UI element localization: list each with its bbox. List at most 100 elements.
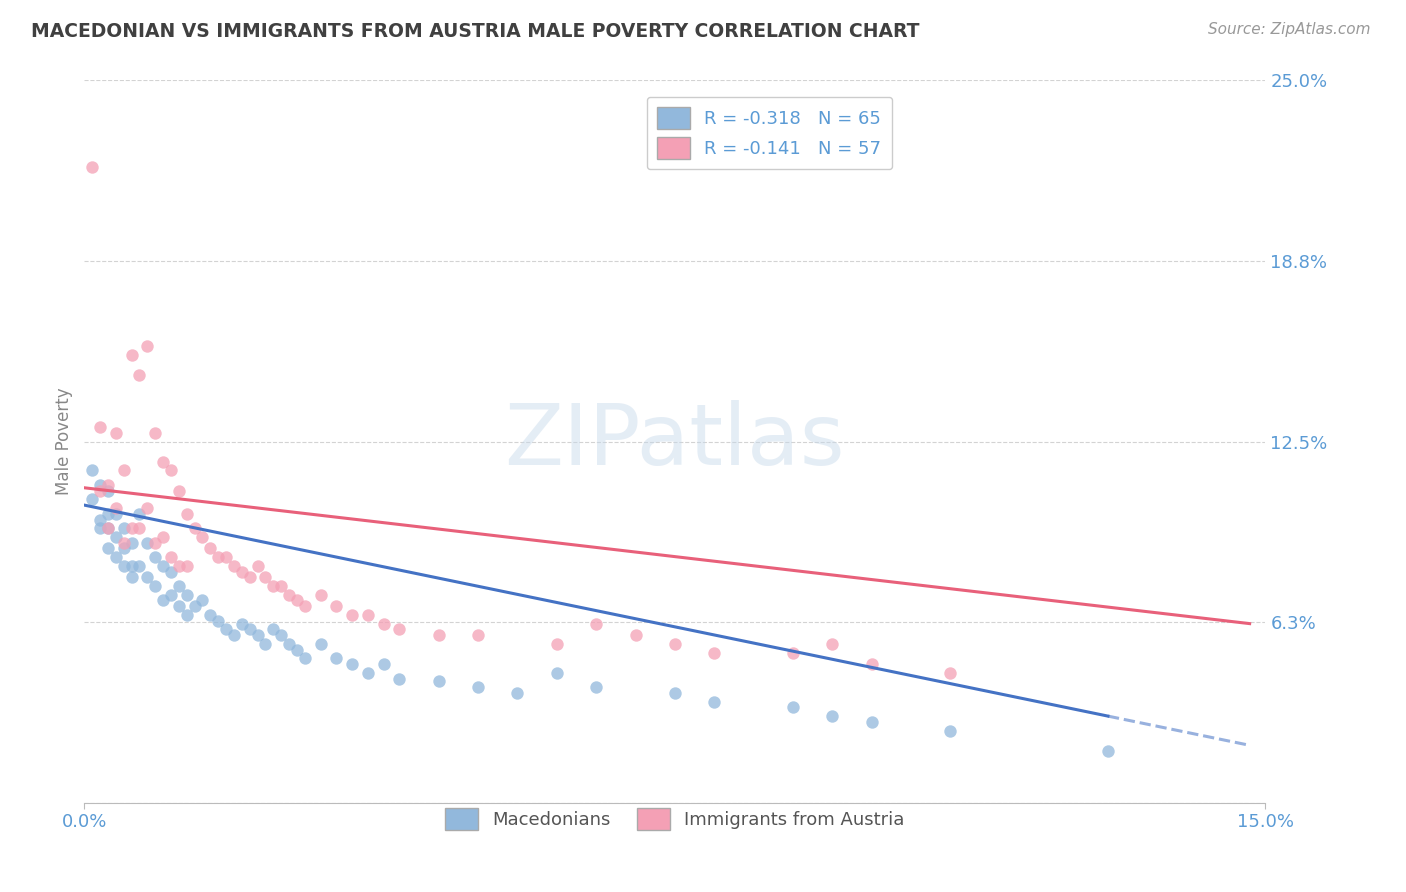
Point bbox=[112, 535, 135, 549]
Point bbox=[160, 588, 183, 602]
Point bbox=[254, 637, 277, 651]
Point bbox=[112, 521, 135, 535]
Point bbox=[546, 665, 568, 680]
Point bbox=[191, 593, 214, 607]
Point bbox=[112, 463, 135, 477]
Point bbox=[207, 550, 229, 565]
Point bbox=[278, 588, 301, 602]
Point bbox=[97, 478, 120, 492]
Point bbox=[231, 565, 253, 579]
Point bbox=[183, 521, 205, 535]
Point bbox=[82, 492, 104, 507]
Point bbox=[82, 463, 104, 477]
Point bbox=[546, 637, 568, 651]
Point bbox=[467, 680, 489, 694]
Point bbox=[136, 535, 159, 549]
Point bbox=[152, 558, 174, 573]
Point bbox=[427, 674, 450, 689]
Point bbox=[506, 686, 529, 700]
Point bbox=[97, 507, 120, 521]
Point bbox=[340, 607, 363, 622]
Point bbox=[270, 579, 292, 593]
Point bbox=[860, 657, 883, 671]
Point bbox=[104, 425, 127, 440]
Point bbox=[278, 637, 301, 651]
Point bbox=[939, 665, 962, 680]
Point bbox=[246, 628, 269, 642]
Point bbox=[939, 723, 962, 738]
Text: MACEDONIAN VS IMMIGRANTS FROM AUSTRIA MALE POVERTY CORRELATION CHART: MACEDONIAN VS IMMIGRANTS FROM AUSTRIA MA… bbox=[31, 22, 920, 41]
Point bbox=[200, 541, 222, 556]
Point bbox=[160, 550, 183, 565]
Point bbox=[143, 425, 166, 440]
Point bbox=[309, 637, 332, 651]
Point bbox=[128, 368, 150, 382]
Point bbox=[388, 672, 411, 686]
Point bbox=[231, 616, 253, 631]
Point bbox=[152, 530, 174, 544]
Point bbox=[104, 530, 127, 544]
Point bbox=[112, 558, 135, 573]
Point bbox=[89, 420, 111, 434]
Point bbox=[325, 651, 347, 665]
Point bbox=[104, 507, 127, 521]
Point bbox=[121, 558, 143, 573]
Point bbox=[160, 463, 183, 477]
Point bbox=[1097, 744, 1119, 758]
Point bbox=[121, 570, 143, 584]
Point bbox=[143, 579, 166, 593]
Point bbox=[152, 593, 174, 607]
Point bbox=[128, 507, 150, 521]
Point bbox=[121, 535, 143, 549]
Point bbox=[89, 521, 111, 535]
Point bbox=[585, 680, 607, 694]
Point bbox=[340, 657, 363, 671]
Point bbox=[246, 558, 269, 573]
Point bbox=[89, 478, 111, 492]
Point bbox=[167, 579, 190, 593]
Point bbox=[664, 686, 686, 700]
Point bbox=[104, 550, 127, 565]
Point bbox=[624, 628, 647, 642]
Point bbox=[285, 593, 308, 607]
Point bbox=[167, 599, 190, 614]
Point bbox=[782, 646, 804, 660]
Point bbox=[427, 628, 450, 642]
Point bbox=[89, 483, 111, 498]
Point bbox=[222, 628, 245, 642]
Point bbox=[112, 541, 135, 556]
Point bbox=[262, 579, 284, 593]
Point bbox=[136, 339, 159, 353]
Point bbox=[167, 558, 190, 573]
Point bbox=[467, 628, 489, 642]
Point bbox=[821, 637, 844, 651]
Point bbox=[128, 521, 150, 535]
Point bbox=[664, 637, 686, 651]
Point bbox=[262, 623, 284, 637]
Point bbox=[136, 501, 159, 516]
Point bbox=[191, 530, 214, 544]
Point bbox=[373, 616, 395, 631]
Point bbox=[309, 588, 332, 602]
Point bbox=[373, 657, 395, 671]
Point bbox=[176, 607, 198, 622]
Legend: Macedonians, Immigrants from Austria: Macedonians, Immigrants from Austria bbox=[434, 797, 915, 841]
Point bbox=[207, 614, 229, 628]
Point bbox=[388, 623, 411, 637]
Point bbox=[860, 714, 883, 729]
Point bbox=[97, 521, 120, 535]
Point bbox=[285, 642, 308, 657]
Point bbox=[97, 541, 120, 556]
Point bbox=[357, 665, 380, 680]
Point bbox=[703, 695, 725, 709]
Point bbox=[703, 646, 725, 660]
Point bbox=[160, 565, 183, 579]
Point bbox=[136, 570, 159, 584]
Point bbox=[97, 483, 120, 498]
Point bbox=[104, 501, 127, 516]
Point bbox=[585, 616, 607, 631]
Point bbox=[176, 558, 198, 573]
Point bbox=[782, 700, 804, 714]
Text: ZIPatlas: ZIPatlas bbox=[505, 400, 845, 483]
Point bbox=[357, 607, 380, 622]
